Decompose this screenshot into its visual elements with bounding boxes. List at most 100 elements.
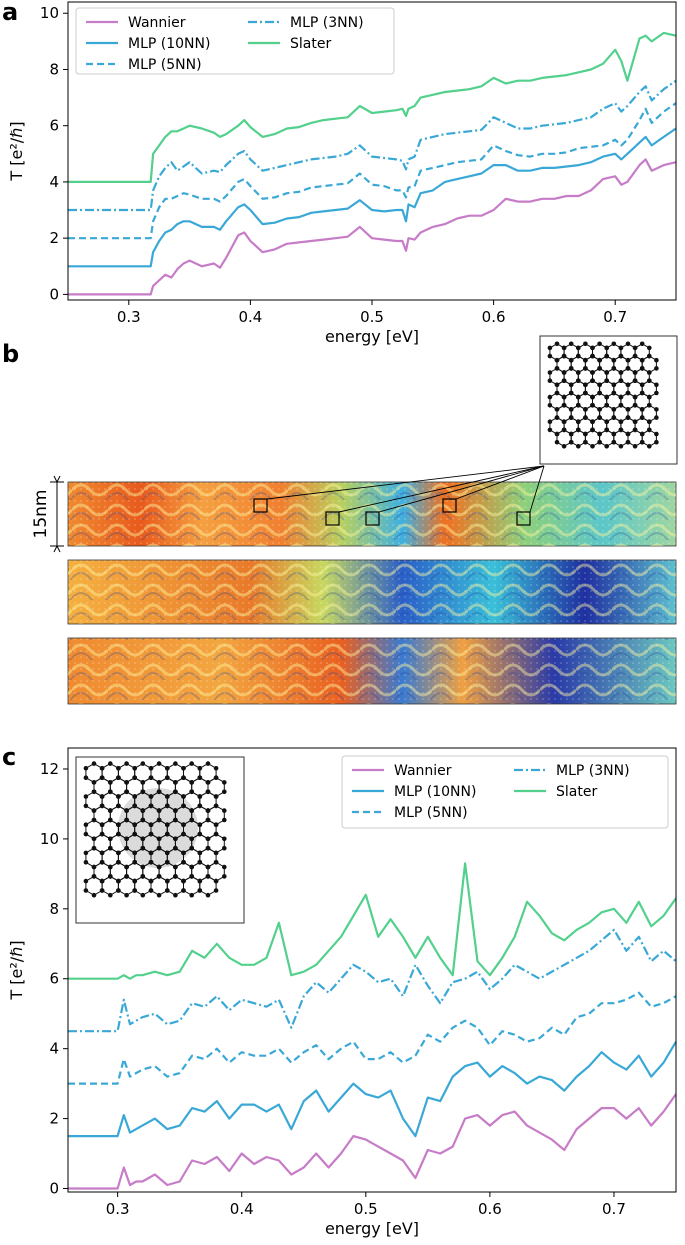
y-tick-label: 2 xyxy=(49,1110,59,1128)
lattice-atom xyxy=(148,878,154,884)
lattice-atom xyxy=(83,860,89,865)
x-tick-label: 0.4 xyxy=(238,308,262,326)
lattice-atom xyxy=(647,370,652,375)
lattice-atom xyxy=(632,394,638,400)
legend-box-c xyxy=(341,755,669,829)
lattice-atom xyxy=(590,370,595,375)
defect-box-3 xyxy=(365,511,380,526)
legend-entry: Wannier xyxy=(394,763,452,779)
lattice-atom xyxy=(618,427,624,433)
lattice-atom xyxy=(173,892,178,898)
lattice-atom xyxy=(124,874,129,879)
lattice-atom xyxy=(91,864,97,870)
panel-label-a: a xyxy=(2,0,18,26)
lattice-atom xyxy=(597,382,602,388)
lattice-atom xyxy=(99,850,105,856)
lattice-atom xyxy=(654,415,659,420)
lattice-atom xyxy=(165,794,170,799)
lattice-atom xyxy=(625,415,631,420)
lattice-atom xyxy=(576,370,581,375)
lattice-atom xyxy=(632,444,638,449)
lattice-atom xyxy=(197,831,203,837)
lattice-atom xyxy=(547,353,553,359)
defect-region-highlight xyxy=(118,788,198,868)
x-tick-label: 0.5 xyxy=(354,1200,378,1218)
lattice-atom xyxy=(197,766,203,771)
lattice-atom xyxy=(625,357,631,363)
x-tick-label: 0.3 xyxy=(106,1200,130,1218)
lattice-atom xyxy=(132,775,137,780)
lattice-atom xyxy=(148,766,154,771)
lattice-atom xyxy=(583,431,588,437)
lattice-atom xyxy=(618,419,624,425)
plot-frame-c xyxy=(67,747,677,1193)
series-line-a-mlp10 xyxy=(68,127,677,268)
map-5nn-lattice xyxy=(68,560,676,624)
lattice-atom xyxy=(561,427,567,433)
lattice-atom xyxy=(116,766,121,771)
x-tick-label: 0.6 xyxy=(482,308,506,326)
y-tick-label: 4 xyxy=(49,173,59,191)
defect-box-5 xyxy=(516,511,531,526)
y-tick-label: 10 xyxy=(40,4,59,22)
lattice-atom xyxy=(140,808,146,813)
lattice-atom xyxy=(611,341,617,347)
lattice-atom xyxy=(639,439,645,445)
series-line-a-wannier xyxy=(68,158,677,296)
lattice-atom xyxy=(91,892,97,898)
lattice-atom xyxy=(213,860,219,865)
lattice-atom xyxy=(83,888,89,893)
lattice-atom xyxy=(213,878,219,884)
lattice-atom xyxy=(124,892,129,898)
lattice-atom xyxy=(547,345,553,351)
lattice-atom xyxy=(611,357,617,363)
legend-entry: MLP (5NN) xyxy=(394,805,468,821)
lattice-atom xyxy=(181,766,186,771)
lattice-atom xyxy=(213,850,219,856)
lattice-atom xyxy=(639,366,645,371)
lattice-atom xyxy=(205,808,211,813)
lattice-atom xyxy=(554,439,560,445)
lattice-atom xyxy=(625,382,631,388)
lattice-atom xyxy=(189,836,194,842)
lattice-atom xyxy=(108,780,113,785)
lattice-atom xyxy=(197,794,203,799)
lattice-atom xyxy=(554,382,560,388)
lattice-atom xyxy=(99,794,105,799)
lattice-atom xyxy=(583,407,588,412)
lattice-atom xyxy=(156,780,162,785)
lattice-atom xyxy=(165,860,170,865)
series-line-c-mlp3 xyxy=(68,928,677,1033)
lattice-atom xyxy=(654,390,659,396)
legend-entry: Slater xyxy=(290,36,331,52)
lattice-atom xyxy=(597,431,602,437)
lattice-atom xyxy=(156,836,162,842)
lattice-atom xyxy=(647,427,652,433)
lattice-atom xyxy=(205,864,211,870)
lattice-atom xyxy=(554,407,560,412)
x-tick-label: 0.3 xyxy=(117,308,141,326)
lattice-atom xyxy=(632,419,638,425)
lattice-atom xyxy=(108,892,113,898)
lattice-atom xyxy=(156,817,162,823)
y-tick-label: 8 xyxy=(49,60,59,78)
lattice-atom xyxy=(590,403,595,408)
y-axis-label: T [e²/ℏ] xyxy=(7,940,26,1000)
lattice-atom xyxy=(83,831,89,837)
lattice-atom xyxy=(583,439,588,445)
lattice-atom xyxy=(654,357,659,363)
lattice-atom xyxy=(647,353,652,359)
lattice-atom xyxy=(590,353,595,359)
lattice-atom xyxy=(189,761,194,766)
lattice-atom xyxy=(611,415,617,420)
legend-box-a xyxy=(75,7,395,75)
lattice-atom xyxy=(590,419,595,425)
lattice-atom xyxy=(189,845,194,851)
map-10nn-lattice xyxy=(68,482,676,546)
lattice-atom xyxy=(576,394,581,400)
lattice-atom xyxy=(597,341,602,347)
legend-entry: MLP (10NN) xyxy=(128,36,210,52)
lattice-atom xyxy=(140,874,146,879)
lattice-atom xyxy=(205,836,211,842)
lattice-atom xyxy=(124,789,129,795)
